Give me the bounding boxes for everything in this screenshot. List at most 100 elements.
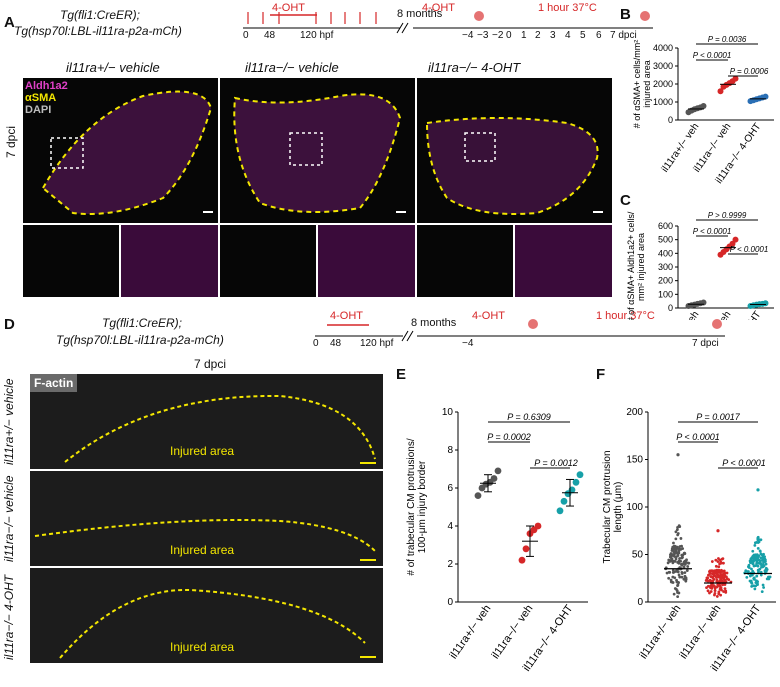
data-point bbox=[710, 586, 714, 590]
y-tick-label: 500 bbox=[658, 235, 673, 245]
data-point bbox=[717, 565, 721, 569]
pvalue-label: P < 0.0001 bbox=[693, 51, 732, 60]
timeline-tick-label: −2 bbox=[492, 30, 504, 41]
data-point bbox=[576, 471, 584, 479]
x-tick-label: il11ra+/− veh bbox=[448, 603, 494, 661]
chart-f: 0 50 100 150 200 Trabecular CM protrusionleng… bbox=[602, 407, 776, 674]
timeline-d-heatshock: 1 hour 37°C bbox=[596, 310, 655, 322]
data-point bbox=[758, 567, 762, 571]
data-point bbox=[677, 524, 681, 528]
y-tick-label: 2000 bbox=[653, 79, 673, 89]
heart-icon bbox=[474, 11, 484, 21]
y-axis-label: # of αSMA+ cells/mm²injured area bbox=[632, 40, 652, 128]
chart-b: 0 1000 2000 3000 4000# of αSMA+ cells/mm²inj… bbox=[632, 35, 774, 186]
y-tick-label: 0 bbox=[447, 597, 453, 608]
data-point bbox=[756, 488, 760, 492]
y-tick-label: 0 bbox=[668, 115, 673, 125]
data-point bbox=[748, 574, 752, 578]
data-point bbox=[676, 533, 680, 537]
genotype-line2-a: Tg(hsp70l:LBL-il11ra-p2a-mCh) bbox=[14, 24, 182, 38]
micrograph-a2 bbox=[220, 78, 415, 223]
data-point bbox=[686, 565, 690, 568]
data-point bbox=[680, 553, 684, 557]
data-point bbox=[672, 541, 675, 545]
row-label-d2: il11ra−/− vehicle bbox=[2, 475, 16, 563]
data-point bbox=[717, 88, 724, 95]
data-point bbox=[755, 562, 759, 565]
y-tick-label: 4000 bbox=[653, 43, 673, 53]
genotype-line1-d: Tg(fli1:CreER); bbox=[102, 316, 183, 330]
data-point bbox=[714, 564, 718, 568]
inset-a2-dapi bbox=[220, 225, 316, 297]
data-point bbox=[680, 556, 684, 560]
data-point bbox=[682, 565, 686, 569]
data-point bbox=[729, 240, 736, 247]
data-point bbox=[675, 551, 678, 555]
data-point bbox=[713, 593, 716, 597]
data-point bbox=[669, 578, 673, 582]
data-point bbox=[761, 563, 764, 567]
data-point bbox=[753, 587, 757, 591]
data-point bbox=[674, 557, 678, 561]
data-point bbox=[676, 595, 680, 599]
data-point bbox=[762, 558, 765, 562]
genotype-line1-a: Tg(fli1:CreER); bbox=[60, 8, 141, 22]
timepoint-a: 7 dpci bbox=[4, 125, 18, 158]
panel-label-c: C bbox=[620, 192, 631, 209]
data-point bbox=[705, 576, 709, 580]
x-tick-label: il11ra−/− veh bbox=[678, 603, 724, 661]
x-tick-label: il11ra+/− veh bbox=[660, 309, 702, 320]
pvalue-label: P = 0.0017 bbox=[696, 412, 740, 422]
tick-0: 0 bbox=[243, 30, 249, 41]
micrograph-a1: Aldh1a2 αSMA DAPI bbox=[23, 78, 218, 223]
panel-label-e: E bbox=[396, 366, 407, 383]
data-point bbox=[672, 592, 676, 596]
data-point bbox=[678, 575, 682, 579]
data-point bbox=[706, 584, 710, 588]
y-tick-label: 0 bbox=[668, 303, 673, 313]
y-tick-label: 600 bbox=[658, 221, 673, 231]
data-point bbox=[685, 558, 688, 562]
inset-a3-aldh bbox=[515, 225, 612, 297]
data-point bbox=[722, 590, 725, 593]
timeline-tick-label: 4 bbox=[565, 30, 571, 41]
data-point bbox=[673, 560, 677, 563]
data-point bbox=[682, 560, 686, 564]
tick-120: 120 hpf bbox=[300, 30, 334, 41]
data-point bbox=[750, 567, 753, 571]
timeline-tick-label: 0 bbox=[506, 30, 512, 41]
data-point bbox=[684, 561, 688, 564]
timepoint-d: 7 dpci bbox=[194, 357, 227, 371]
data-point bbox=[667, 576, 671, 580]
data-point bbox=[712, 584, 716, 588]
panel-label-a: A bbox=[4, 14, 15, 31]
data-point bbox=[680, 563, 684, 567]
data-point bbox=[751, 554, 755, 558]
data-point bbox=[711, 569, 715, 573]
data-point bbox=[767, 575, 770, 579]
timeline-tick-label: −3 bbox=[477, 30, 489, 41]
data-point bbox=[754, 557, 757, 561]
tick-d-120: 120 hpf bbox=[360, 338, 394, 349]
data-point bbox=[674, 530, 678, 534]
inset-a2-aldh bbox=[318, 225, 415, 297]
timeline-d bbox=[315, 319, 725, 342]
data-point bbox=[755, 540, 758, 544]
data-point bbox=[709, 575, 713, 578]
timeline-tick-label: −4 bbox=[462, 30, 474, 41]
pvalue-label: P = 0.6309 bbox=[507, 412, 550, 422]
y-tick-label: 4 bbox=[447, 521, 453, 532]
injured-label-1: Injured area bbox=[170, 444, 235, 458]
panel-label-d: D bbox=[4, 316, 15, 333]
data-point bbox=[722, 577, 726, 581]
panel-label-f: F bbox=[596, 366, 606, 383]
data-point bbox=[710, 560, 714, 563]
timeline-tick-label: 1 bbox=[521, 30, 527, 41]
data-point bbox=[671, 559, 674, 563]
data-point bbox=[764, 559, 767, 563]
data-point bbox=[762, 586, 766, 589]
data-point bbox=[752, 584, 756, 588]
data-point bbox=[666, 561, 670, 565]
timeline-d-gap: 8 months bbox=[411, 317, 457, 329]
data-point bbox=[752, 577, 756, 581]
